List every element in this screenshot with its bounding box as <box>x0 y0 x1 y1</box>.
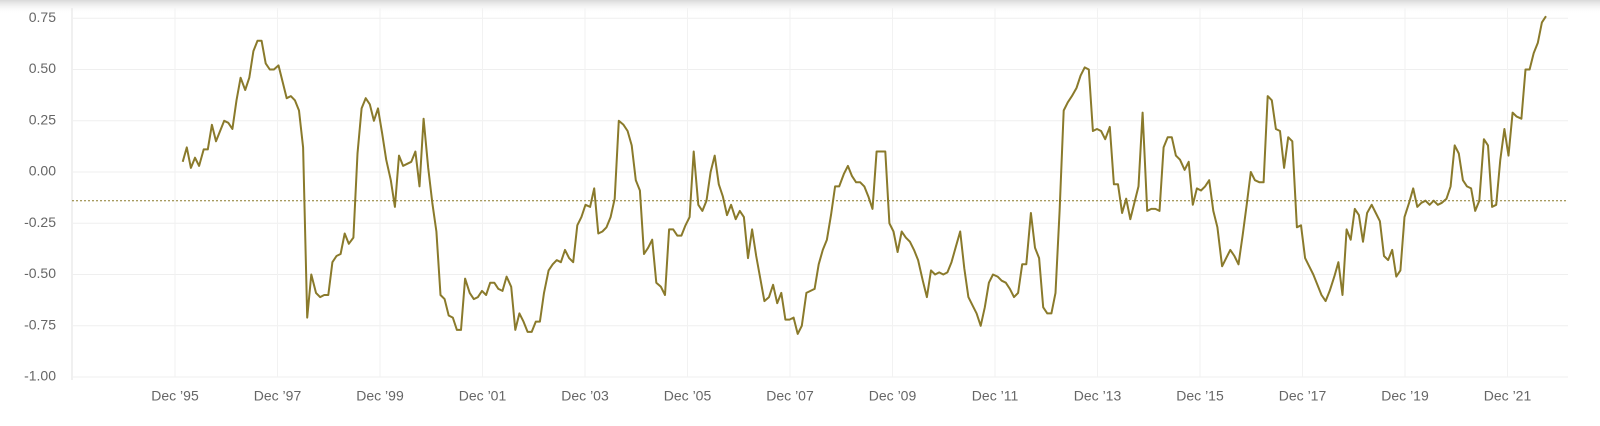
x-tick-label: Dec ’07 <box>766 388 814 404</box>
x-tick-label: Dec ’95 <box>151 388 199 404</box>
x-tick-label: Dec ’09 <box>869 388 917 404</box>
x-tick-label: Dec ’05 <box>664 388 712 404</box>
y-tick-label: -1.00 <box>24 368 56 384</box>
y-tick-label: 0.50 <box>29 60 56 76</box>
x-tick-label: Dec ’15 <box>1176 388 1224 404</box>
x-tick-label: Dec ’99 <box>356 388 404 404</box>
y-tick-label: -0.25 <box>24 214 56 230</box>
x-tick-label: Dec ’03 <box>561 388 609 404</box>
y-tick-label: 0.25 <box>29 111 56 127</box>
x-tick-label: Dec ’21 <box>1484 388 1532 404</box>
x-tick-label: Dec ’01 <box>459 388 507 404</box>
x-tick-label: Dec ’13 <box>1074 388 1122 404</box>
y-tick-label: -0.75 <box>24 316 56 332</box>
y-tick-label: 0.75 <box>29 9 56 25</box>
data-line <box>181 15 1547 335</box>
x-tick-label: Dec ’19 <box>1381 388 1429 404</box>
y-tick-label: 0.00 <box>29 163 56 179</box>
y-tick-label: -0.50 <box>24 265 56 281</box>
x-tick-label: Dec ’17 <box>1279 388 1327 404</box>
x-tick-label: Dec ’11 <box>972 388 1019 404</box>
top-shadow <box>0 0 1600 14</box>
x-tick-label: Dec ’97 <box>254 388 302 404</box>
